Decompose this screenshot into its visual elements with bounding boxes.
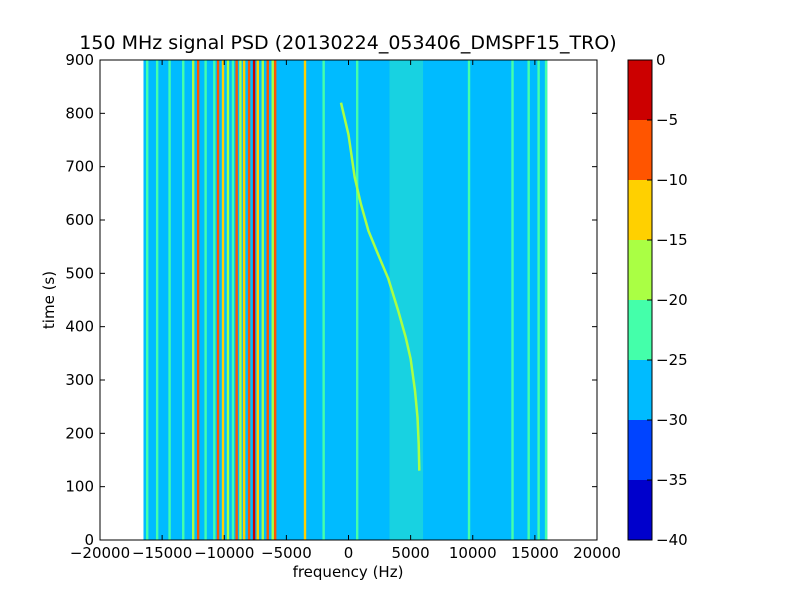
y-tick-label: 400	[65, 318, 94, 336]
carrier-line	[196, 60, 200, 540]
y-axis-title: time (s)	[40, 271, 58, 329]
carrier-line	[231, 60, 235, 540]
heatmap-background	[143, 60, 548, 540]
colorbar-tick-label: −30	[656, 411, 688, 429]
colorbar-cell	[628, 300, 652, 360]
carrier-line	[235, 60, 238, 540]
doppler-trace	[339, 102, 421, 471]
x-axis: −20000 −15000 −10000 −5000 0 5000 10000 15000 20…	[70, 60, 621, 562]
x-tick-label: −10000	[194, 544, 254, 562]
y-axis: 0 100 200 300 400 500 600 700 800 900	[65, 51, 597, 549]
colorbar-tick-label: −5	[656, 111, 678, 129]
x-tick-label: 5000	[392, 544, 430, 562]
carrier-line	[273, 60, 277, 540]
colorbar-tick-label: −35	[656, 471, 688, 489]
x-axis-title: frequency (Hz)	[293, 563, 404, 581]
y-tick-label: 200	[65, 424, 94, 442]
carrier-line	[303, 60, 307, 540]
carrier-line	[322, 60, 325, 540]
carrier-line	[355, 60, 359, 540]
carrier-line	[213, 60, 216, 540]
y-tick-label: 800	[65, 104, 94, 122]
y-tick-label: 100	[65, 478, 94, 496]
carrier-line	[226, 60, 230, 540]
carrier-line	[204, 60, 207, 540]
carrier-line	[146, 60, 149, 540]
x-tick-label: −15000	[132, 544, 192, 562]
colorbar-tick-label: −15	[656, 231, 688, 249]
y-tick-label: 700	[65, 158, 94, 176]
carrier-line	[191, 60, 195, 540]
colorbar-tick-label: −25	[656, 351, 688, 369]
carrier-line	[252, 60, 256, 540]
colorbar-cell	[628, 60, 652, 120]
carrier-line	[537, 60, 540, 540]
carrier-line	[168, 60, 171, 540]
carrier-line	[247, 60, 251, 540]
colorbar-cell	[628, 240, 652, 300]
colorbar-tick-label: 0	[656, 51, 666, 69]
carrier-line	[511, 60, 514, 540]
colorbar: −40 −35 −30 −25 −20 −15 −10 −5 0	[627, 51, 688, 549]
carrier-line	[467, 60, 471, 540]
carrier-line	[242, 60, 246, 540]
carrier-line	[271, 60, 274, 540]
y-tick-label: 500	[65, 264, 94, 282]
carrier-line	[266, 60, 269, 540]
x-tick-label: −20000	[70, 544, 130, 562]
carrier-line	[216, 60, 220, 540]
carrier-line	[256, 60, 259, 540]
carrier-line	[261, 60, 264, 540]
colorbar-cell	[628, 180, 652, 240]
carrier-line	[239, 60, 242, 540]
colorbar-ticks: −40 −35 −30 −25 −20 −15 −10 −5 0	[647, 51, 688, 549]
colorbar-cells	[628, 60, 652, 540]
y-tick-label: 300	[65, 371, 94, 389]
x-tick-label: 0	[344, 544, 354, 562]
y-tick-label: 600	[65, 211, 94, 229]
colorbar-tick-label: −20	[656, 291, 688, 309]
y-tick-label: 900	[65, 51, 94, 69]
heatmap-layer	[143, 60, 548, 540]
carrier-line	[544, 60, 548, 540]
colorbar-cell	[628, 360, 652, 420]
carrier-line	[221, 60, 225, 540]
colorbar-cell	[628, 420, 652, 480]
colorbar-cell	[628, 480, 652, 540]
x-tick-label: 15000	[511, 544, 559, 562]
colorbar-tick-label: −40	[656, 531, 688, 549]
carrier-line	[527, 60, 530, 540]
chart-title: 150 MHz signal PSD (20130224_053406_DMSP…	[79, 32, 616, 54]
carrier-line	[155, 60, 159, 540]
colorbar-tick-label: −10	[656, 171, 688, 189]
colorbar-cell	[628, 120, 652, 180]
y-tick-label: 0	[84, 531, 94, 549]
plot-area: −20000 −15000 −10000 −5000 0 5000 10000 15000 20…	[65, 51, 621, 562]
carrier-line	[182, 60, 185, 540]
x-tick-label: −5000	[261, 544, 312, 562]
x-tick-label: 10000	[449, 544, 497, 562]
x-tick-label: 20000	[573, 544, 621, 562]
